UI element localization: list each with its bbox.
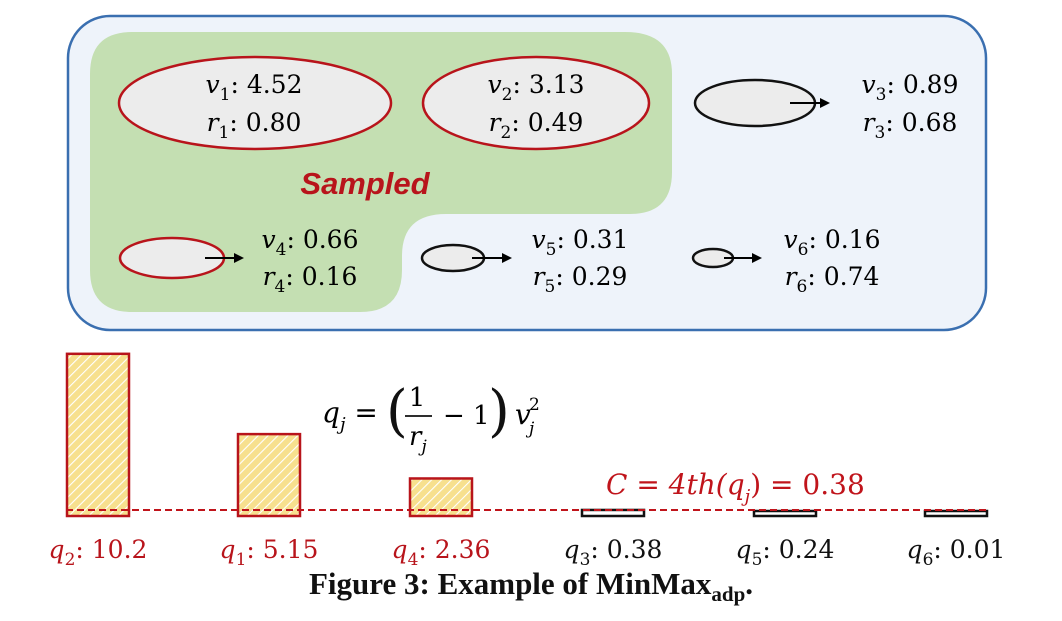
formula-denominator: rj — [409, 422, 427, 457]
item-2: v2: 3.13 r2: 0.49 — [421, 55, 651, 151]
sampled-label: Sampled — [300, 166, 430, 201]
item-2-ellipse — [421, 55, 651, 151]
item-6: v6: 0.16 r6: 0.74 — [691, 225, 881, 297]
item-2-v: v2: 3.13 — [488, 70, 585, 105]
item-4: v4: 0.66 r4: 0.16 — [118, 225, 359, 297]
item-3-r: r3: 0.68 — [863, 108, 958, 143]
formula-numerator: 1 — [409, 383, 426, 413]
svg-text:): ) — [488, 379, 510, 444]
bar-label-q2: q2: 10.2 — [49, 535, 148, 570]
bar-labels-group: q2: 10.2 q1: 5.15 q4: 2.36 q3: 0.38 q5: 0.24… — [49, 535, 1006, 570]
item-5-r: r5: 0.29 — [533, 262, 628, 297]
item-5: v5: 0.31 r5: 0.29 — [420, 225, 629, 297]
item-1-r: r1: 0.80 — [207, 108, 302, 143]
item-4-r: r4: 0.16 — [263, 262, 358, 297]
formula-minus-one: − 1 — [443, 401, 490, 431]
figure-caption: Figure 3: Example of MinMaxadp. — [309, 566, 753, 607]
item-6-v: v6: 0.16 — [784, 225, 881, 260]
formula-v: v — [515, 398, 531, 431]
svg-text:qj =: qj = — [322, 396, 378, 435]
item-1: v1: 4.52 r1: 0.80 — [117, 55, 393, 151]
item-4-v: v4: 0.66 — [262, 225, 359, 260]
bars-group — [65, 352, 989, 518]
item-3: v3: 0.89 r3: 0.68 — [693, 70, 959, 143]
threshold-label: C = 4th(qj) = 0.38 — [606, 468, 865, 507]
q-formula: qj = ( 1 rj − 1 ) v 2 j — [322, 379, 540, 457]
item-6-r: r6: 0.74 — [785, 262, 880, 297]
bar-label-q1: q1: 5.15 — [220, 535, 319, 570]
bar-label-q4: q4: 2.36 — [392, 535, 491, 570]
svg-text:2: 2 — [529, 395, 540, 415]
svg-text:(: ( — [386, 379, 408, 444]
bar-q1 — [236, 432, 302, 518]
item-1-v: v1: 4.52 — [206, 70, 303, 105]
item-2-r: r2: 0.49 — [489, 108, 584, 143]
bar-label-q6: q6: 0.01 — [907, 535, 1006, 570]
bar-label-q3: q3: 0.38 — [564, 535, 663, 570]
bar-q3 — [580, 508, 646, 518]
bar-label-q5: q5: 0.24 — [736, 535, 835, 570]
item-1-ellipse — [117, 55, 393, 151]
item-5-v: v5: 0.31 — [532, 225, 629, 260]
bar-q2 — [65, 352, 131, 518]
svg-text:j: j — [525, 419, 535, 439]
bar-q6 — [923, 509, 989, 518]
item-3-v: v3: 0.89 — [862, 70, 959, 105]
bar-q5 — [752, 509, 818, 518]
